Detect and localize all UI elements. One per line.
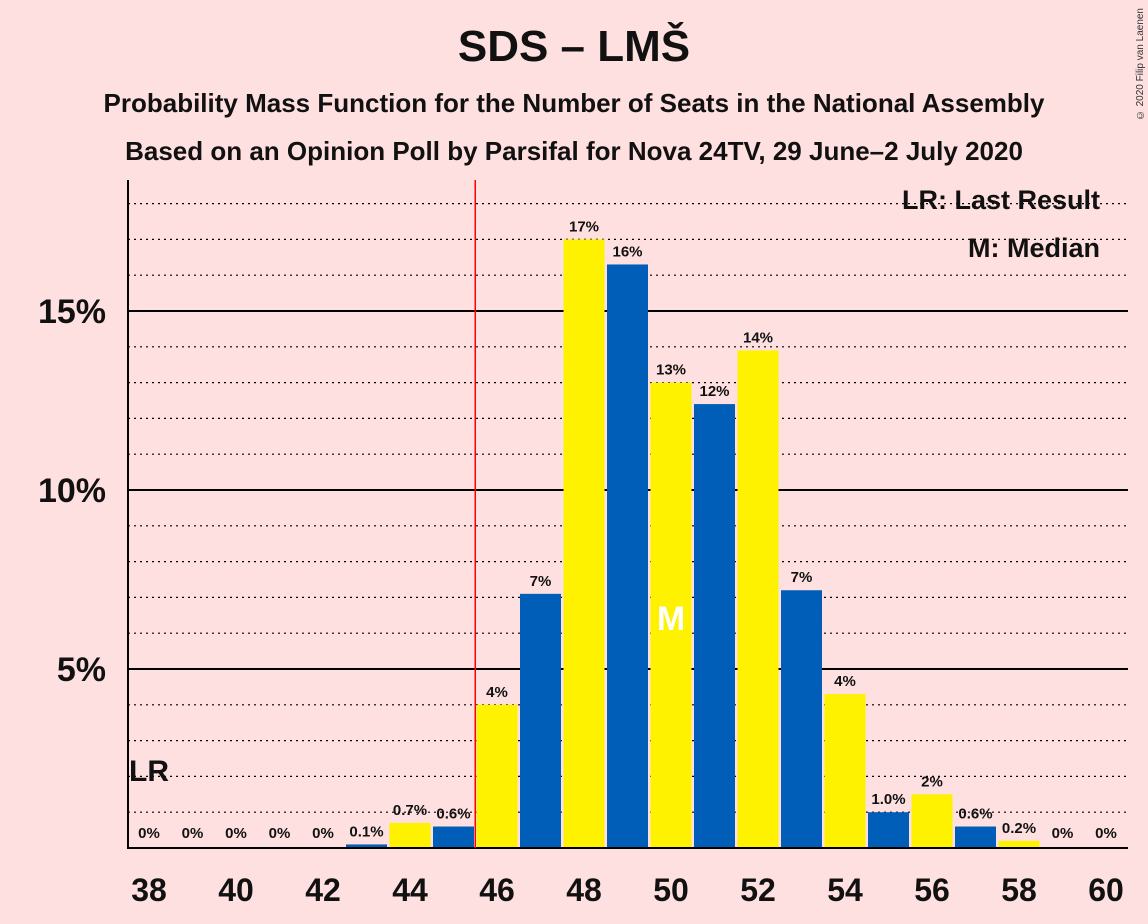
data-label-seat-51: 12%	[699, 383, 729, 400]
bar-seat-57	[955, 826, 996, 848]
x-tick-58: 58	[1001, 872, 1037, 908]
data-label-seat-53: 7%	[791, 569, 813, 586]
data-label-seat-46: 4%	[486, 684, 508, 701]
bar-seat-46	[476, 704, 518, 848]
data-label-seat-41: 0%	[269, 825, 291, 842]
y-tick-labels: 5% 10% 15%	[38, 293, 106, 689]
chart-subtitle-1: Probability Mass Function for the Number…	[103, 88, 1045, 118]
x-tick-44: 44	[392, 872, 428, 908]
x-tick-40: 40	[218, 872, 254, 908]
x-tick-56: 56	[914, 872, 950, 908]
data-label-seat-55: 1.0%	[871, 791, 905, 808]
axes	[127, 180, 1128, 849]
x-tick-42: 42	[305, 872, 341, 908]
x-tick-46: 46	[479, 872, 515, 908]
data-label-seat-52: 14%	[743, 329, 773, 346]
bar-seat-56	[911, 794, 953, 848]
legend-last-result: LR: Last Result	[902, 185, 1100, 215]
bar-seat-45	[433, 826, 474, 848]
bar-seat-53	[781, 590, 822, 848]
bar-seat-49	[607, 264, 648, 849]
x-tick-50: 50	[653, 872, 689, 908]
y-tick-15: 15%	[38, 293, 106, 331]
last-result-marker: LR	[129, 755, 169, 788]
bars	[346, 239, 1040, 849]
data-label-seat-38: 0%	[138, 825, 160, 842]
x-tick-48: 48	[566, 872, 602, 908]
x-tick-54: 54	[827, 872, 863, 908]
legend-median: M: Median	[968, 233, 1100, 263]
data-label-seat-58: 0.2%	[1002, 820, 1036, 837]
markers: LR M	[129, 180, 685, 848]
data-label-seat-56: 2%	[921, 773, 943, 790]
bar-seat-47	[520, 593, 561, 848]
data-label-seat-44: 0.7%	[393, 802, 427, 819]
bar-seat-55	[868, 812, 909, 848]
y-tick-5: 5%	[57, 651, 106, 689]
x-tick-60: 60	[1088, 872, 1124, 908]
x-tick-38: 38	[131, 872, 167, 908]
bar-seat-50	[650, 382, 692, 848]
data-label-seat-48: 17%	[569, 218, 599, 235]
data-label-seat-47: 7%	[530, 573, 552, 590]
x-tick-52: 52	[740, 872, 776, 908]
data-label-seat-49: 16%	[612, 243, 642, 260]
data-label-seat-50: 13%	[656, 362, 686, 379]
bar-seat-52	[737, 350, 779, 848]
chart-title: SDS – LMŠ	[457, 22, 691, 71]
median-marker: M	[657, 600, 685, 638]
data-label-seat-42: 0%	[312, 825, 334, 842]
bar-seat-43	[346, 844, 387, 848]
data-label-seat-60: 0%	[1095, 825, 1117, 842]
bar-seat-48	[563, 239, 605, 848]
data-label-seat-57: 0.6%	[958, 806, 992, 823]
data-label-seat-54: 4%	[834, 673, 856, 690]
data-label-seat-45: 0.6%	[436, 806, 470, 823]
data-label-seat-39: 0%	[182, 825, 204, 842]
bar-seat-51	[694, 404, 735, 848]
y-tick-10: 10%	[38, 472, 106, 510]
data-label-seat-40: 0%	[225, 825, 247, 842]
chart-subtitle-2: Based on an Opinion Poll by Parsifal for…	[125, 136, 1023, 166]
data-label-seat-59: 0%	[1052, 825, 1074, 842]
bar-seat-54	[824, 694, 866, 848]
data-label-seat-43: 0.1%	[349, 823, 383, 840]
data-labels: 0% 0% 0% 0% 0% 0.1% 0.7% 0.6% 4% 7% 17% 16% 13% 12% 14…	[138, 218, 1117, 842]
bar-seat-58	[998, 840, 1040, 848]
x-tick-labels: 38 40 42 44 46 48 50 52 54 56 58 60	[131, 872, 1124, 908]
bar-seat-44	[389, 822, 431, 848]
